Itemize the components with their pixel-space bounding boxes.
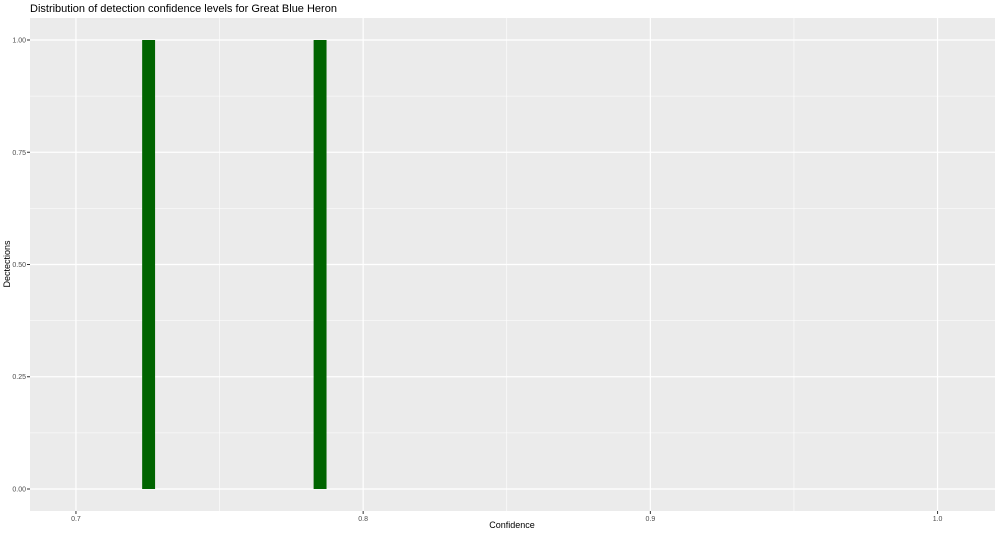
- y-tick-label: 1.00: [12, 38, 26, 45]
- chart-title: Distribution of detection confidence lev…: [30, 3, 337, 15]
- y-tick-label: 0.00: [12, 486, 26, 493]
- y-tick-label: 0.25: [12, 374, 26, 381]
- bars: [142, 40, 327, 489]
- y-axis-label: Dectections: [2, 240, 12, 288]
- x-tick-label: 1.0: [933, 516, 943, 523]
- histogram-bar: [313, 40, 327, 489]
- axes: 0.7 0.8 0.9 1.0 0.00 0.25 0.50 0.75 1.00: [12, 38, 942, 523]
- grid-lines: [30, 18, 995, 511]
- x-tick-label: 0.9: [645, 516, 655, 523]
- histogram-bar: [142, 40, 156, 489]
- y-tick-label: 0.50: [12, 262, 26, 269]
- x-tick-label: 0.8: [358, 516, 368, 523]
- x-axis-label: Confidence: [489, 520, 535, 530]
- x-tick-label: 0.7: [71, 516, 81, 523]
- y-tick-label: 0.75: [12, 150, 26, 157]
